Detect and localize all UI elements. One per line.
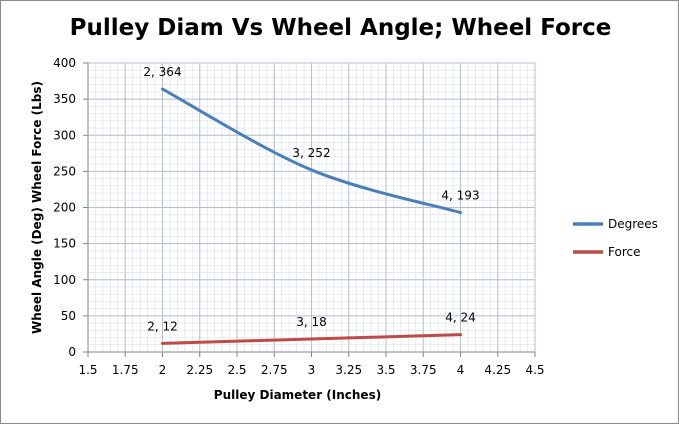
x-tick-label: 1.5 (78, 363, 97, 377)
x-tick-label: 2.25 (186, 363, 213, 377)
data-label-degrees: 2, 364 (143, 65, 181, 79)
y-tick-label: 400 (53, 56, 76, 70)
data-label-degrees: 3, 252 (292, 146, 330, 160)
x-tick-label: 3.75 (410, 363, 437, 377)
series-line-force (161, 333, 462, 345)
chart-title: Pulley Diam Vs Wheel Angle; Wheel Force (69, 15, 612, 41)
series-line-degrees (161, 87, 462, 215)
x-tick-label: 4.25 (484, 363, 511, 377)
legend-label-degrees: Degrees (608, 217, 658, 231)
y-axis-title: Wheel Angle (Deg) Wheel Force (Lbs) (30, 81, 44, 334)
data-label-degrees: 4, 193 (441, 189, 479, 203)
y-tick-label: 50 (61, 309, 76, 323)
x-axis-title: Pulley Diameter (Inches) (214, 388, 381, 402)
x-tick-label: 2.5 (227, 363, 246, 377)
y-tick-label: 250 (53, 164, 76, 178)
data-label-force: 3, 18 (296, 315, 327, 329)
x-tick-label: 2.75 (261, 363, 288, 377)
x-tick-label: 1.75 (112, 363, 139, 377)
x-tick-label: 3 (308, 363, 316, 377)
y-tick-label: 150 (53, 237, 76, 251)
x-tick-label: 4.5 (525, 363, 544, 377)
x-tick-label: 3.5 (376, 363, 395, 377)
x-tick-label: 3.25 (335, 363, 362, 377)
y-tick-label: 300 (53, 128, 76, 142)
x-tick-label: 4 (457, 363, 465, 377)
y-tick-label: 350 (53, 92, 76, 106)
data-label-force: 4, 24 (445, 311, 476, 325)
y-tick-label: 200 (53, 201, 76, 215)
data-label-force: 2, 12 (147, 319, 178, 333)
y-tick-label: 0 (68, 345, 76, 359)
y-tick-label: 100 (53, 273, 76, 287)
legend-label-force: Force (608, 245, 640, 259)
x-tick-label: 2 (159, 363, 167, 377)
